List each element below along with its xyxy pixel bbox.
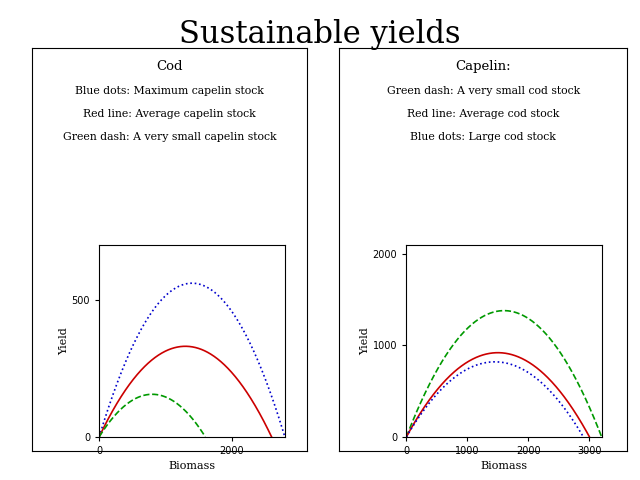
Y-axis label: Yield: Yield: [360, 327, 370, 355]
Y-axis label: Yield: Yield: [59, 327, 69, 355]
Text: Blue dots: Large cod stock: Blue dots: Large cod stock: [410, 132, 556, 143]
X-axis label: Biomass: Biomass: [168, 461, 216, 471]
Text: Blue dots: Maximum capelin stock: Blue dots: Maximum capelin stock: [75, 86, 264, 96]
X-axis label: Biomass: Biomass: [481, 461, 527, 471]
Text: Red line: Average capelin stock: Red line: Average capelin stock: [83, 109, 256, 120]
Text: Green dash: A very small cod stock: Green dash: A very small cod stock: [387, 86, 580, 96]
Text: Sustainable yields: Sustainable yields: [179, 19, 461, 50]
Text: Red line: Average cod stock: Red line: Average cod stock: [407, 109, 559, 120]
Text: Capelin:: Capelin:: [456, 60, 511, 73]
Text: Cod: Cod: [156, 60, 183, 73]
Text: Green dash: A very small capelin stock: Green dash: A very small capelin stock: [63, 132, 276, 143]
